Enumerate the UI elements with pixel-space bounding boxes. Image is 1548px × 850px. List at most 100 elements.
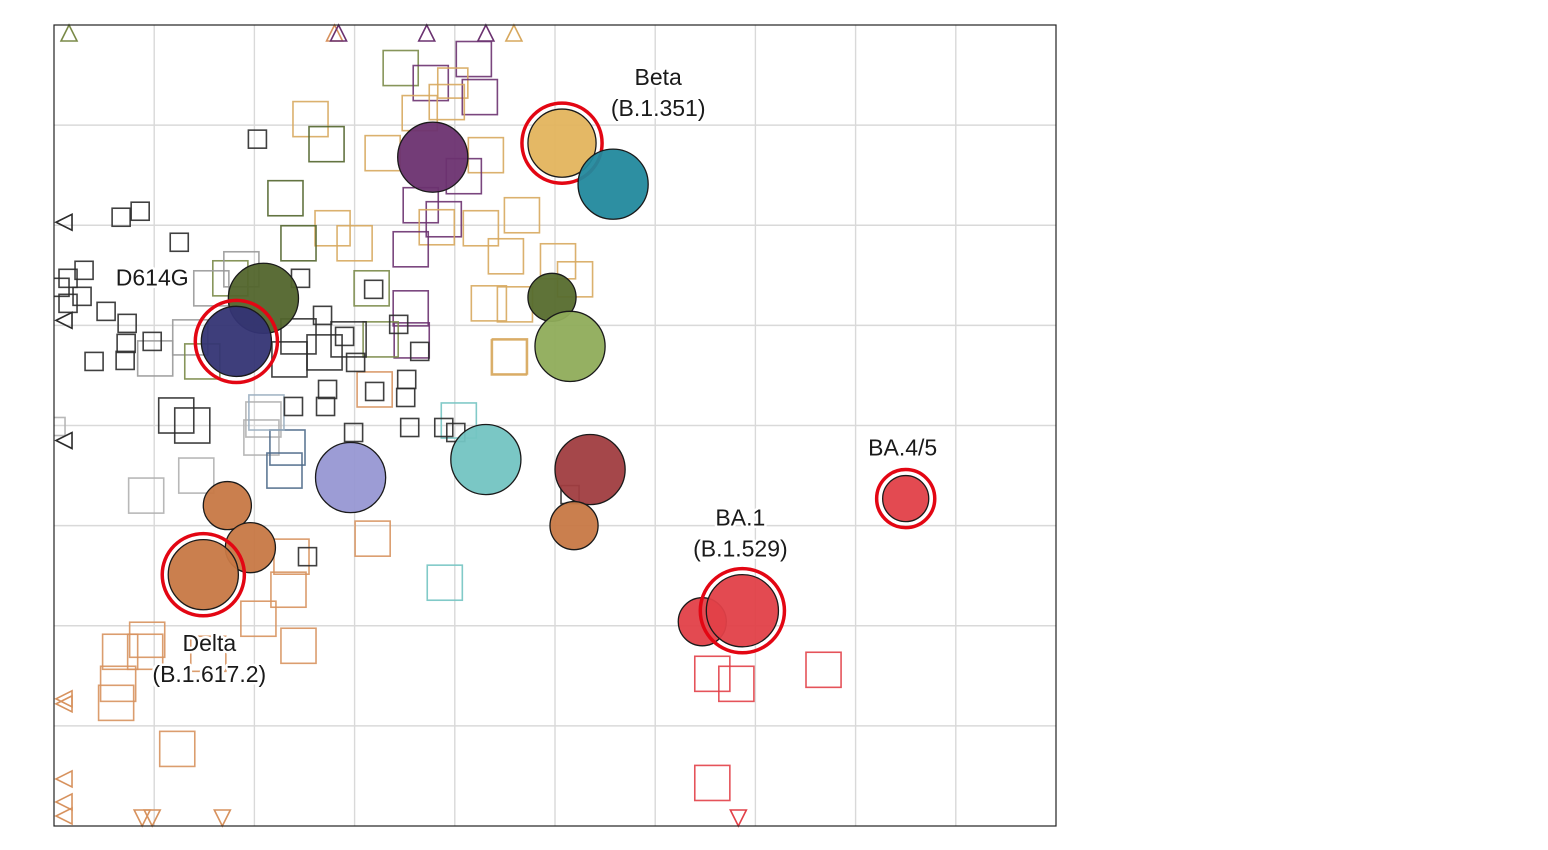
serum-square (280, 627, 317, 665)
serum-square (136, 340, 174, 377)
antigen-circle (882, 474, 930, 523)
serum-square (428, 83, 466, 121)
offscale-serum-marker (54, 431, 73, 450)
antigen-circle (202, 480, 253, 531)
highlight-ring (698, 566, 787, 655)
serum-square (412, 64, 450, 102)
offscale-serum-marker (54, 212, 73, 232)
highlight-ring (193, 298, 280, 385)
antigen-circle (554, 433, 626, 506)
variant-label: D614G (116, 264, 189, 290)
serum-square (283, 396, 304, 417)
serum-square (173, 407, 211, 444)
serum-square (805, 651, 842, 689)
antigen-circle (450, 423, 522, 496)
serum-square (425, 200, 463, 238)
serum-square (99, 665, 137, 703)
serum-square (470, 285, 508, 322)
serum-square (270, 571, 307, 609)
offscale-serum-marker (329, 23, 348, 42)
serum-square (345, 352, 366, 373)
serum-square (363, 279, 384, 300)
serum-square (393, 322, 431, 359)
serum-square (392, 230, 430, 268)
serum-square (280, 318, 317, 355)
serum-square (84, 351, 104, 372)
serum-square (74, 260, 94, 281)
offscale-serum-marker (476, 23, 496, 42)
serum-square (356, 371, 393, 408)
serum-square (693, 764, 731, 802)
offscale-serum-marker (504, 23, 524, 42)
serum-square (127, 477, 165, 514)
serum-square (177, 457, 215, 494)
variant-labels: Beta (B.1.351) D614G BA.4/5 BA.1 (B.1.529) Del… (113, 62, 939, 690)
serum-square (306, 334, 343, 371)
serum-square (240, 600, 277, 638)
serum-square (462, 209, 500, 247)
serum-square (395, 387, 416, 408)
antigen-circle (200, 305, 273, 378)
antigen-circle (534, 310, 606, 383)
serum-square (392, 290, 430, 327)
variant-label-line: (B.1.529) (693, 536, 788, 562)
offscale-serum-marker (54, 792, 73, 812)
serum-square (54, 416, 66, 437)
serum-square (314, 209, 351, 247)
variant-label-line: D614G (116, 264, 189, 290)
serum-square (364, 381, 385, 402)
serum-square (315, 396, 336, 417)
serum-square (169, 232, 190, 253)
serum-square (273, 538, 310, 575)
serum-square (336, 224, 373, 262)
offscale-serum-marker (54, 694, 73, 714)
serum-square (317, 379, 338, 400)
offscale-serum-marker (54, 806, 73, 826)
antigen-circle (705, 574, 780, 648)
variant-label: BA.4/5 (868, 435, 937, 461)
serum-square (409, 341, 430, 362)
serum-square (157, 397, 195, 434)
serum-square (72, 286, 92, 307)
serum-square (158, 730, 196, 768)
serum-square (117, 313, 137, 334)
serum-square (418, 208, 456, 246)
variant-label-line: (B.1.617.2) (152, 661, 266, 687)
antigen-circle (397, 121, 469, 193)
serum-square (247, 129, 268, 149)
offscale-serum-marker (54, 769, 73, 789)
serum-square (455, 40, 493, 78)
offscale-serum-marker (132, 809, 152, 828)
variant-label-line: BA.1 (715, 505, 765, 531)
serum-square (142, 331, 163, 352)
serum-square (54, 277, 70, 298)
serum-square (396, 369, 417, 390)
serum-square (111, 207, 131, 228)
serum-square (101, 633, 139, 671)
serum-square (343, 422, 364, 443)
serum-square (116, 333, 136, 354)
serum-square (402, 186, 440, 224)
serum-square (312, 305, 333, 326)
serum-square (292, 100, 329, 138)
variant-label-line: (B.1.351) (611, 95, 706, 121)
serum-square (496, 286, 534, 323)
serum-square (126, 633, 164, 671)
serum-square (693, 655, 731, 693)
variant-label-line: BA.4/5 (868, 435, 937, 461)
boundary-markers-layer (54, 23, 748, 828)
serum-square (269, 429, 306, 466)
serum-square (426, 564, 464, 602)
serum-square (433, 417, 454, 438)
serum-square (115, 350, 135, 371)
antigen-circle (167, 538, 240, 611)
serum-square (280, 224, 317, 262)
serum-square (467, 136, 505, 174)
serum-square (362, 321, 399, 358)
serum-square (353, 269, 390, 307)
sera-layer (54, 40, 842, 802)
serum-square (330, 321, 367, 358)
serum-square (128, 621, 166, 659)
offscale-serum-marker (729, 809, 748, 828)
